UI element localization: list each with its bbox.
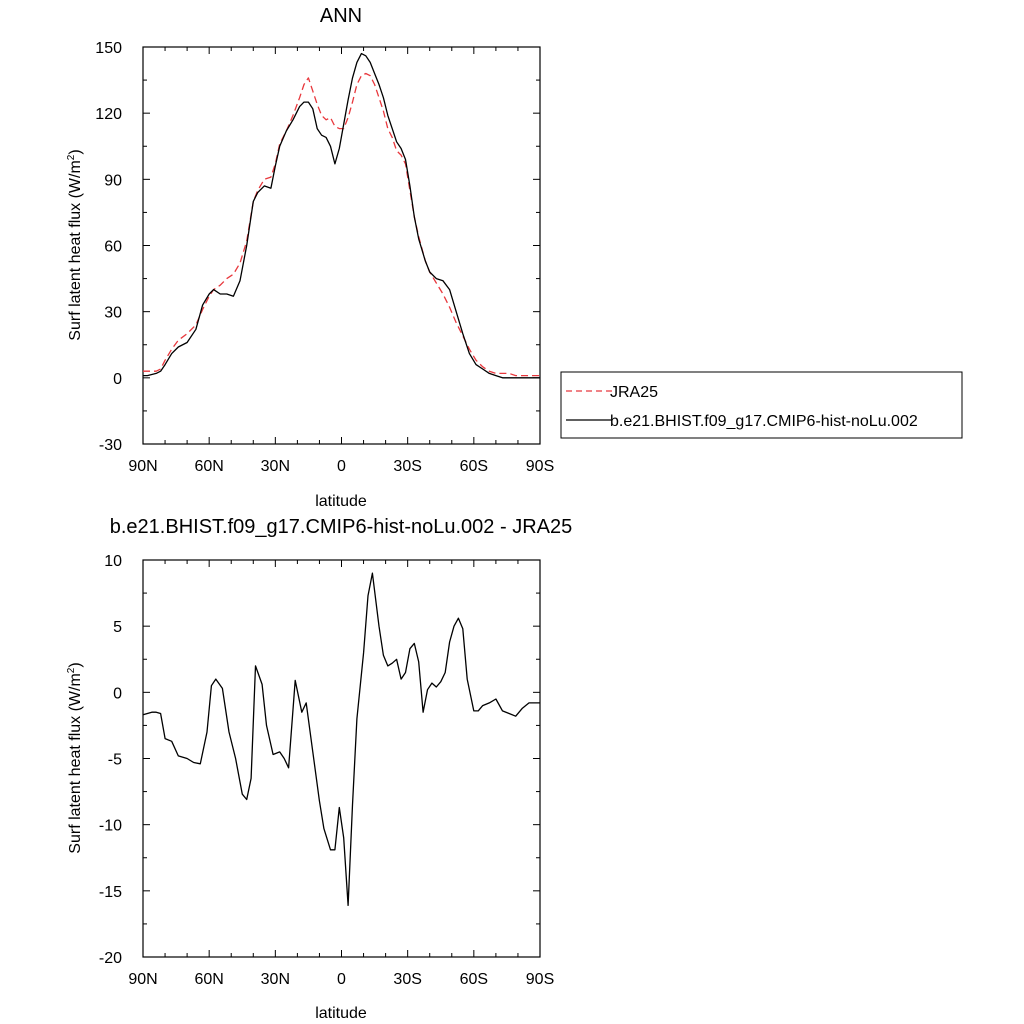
bottom-y-tick-label: 5 <box>113 619 122 636</box>
legend: JRA25 b.e21.BHIST.f09_g17.CMIP6-hist-noL… <box>560 371 963 439</box>
bottom-chart-title: b.e21.BHIST.f09_g17.CMIP6-hist-noLu.002 … <box>110 516 572 538</box>
top-y-tick-label: 150 <box>95 40 122 57</box>
bottom-x-tick-label: 90S <box>526 971 554 988</box>
top-y-tick-label: 90 <box>104 172 122 189</box>
top-panel: ANN 90N 60N 30N 0 30S 60S 90S-300306090120150 … <box>66 5 963 510</box>
top-y-tick-label: 30 <box>104 305 122 322</box>
bottom-axis-ticks: 90N 60N 30N 0 30S 60S 90S -20 -15 -10 -5 0 5 10 <box>99 553 554 988</box>
bottom-y-tick-label: 10 <box>104 553 122 570</box>
bottom-x-tick-label: 60N <box>194 971 223 988</box>
bottom-x-tick-label: 0 <box>337 971 346 988</box>
top-x-tick-label: 60N <box>194 458 223 475</box>
top-x-axis-label: latitude <box>315 493 367 510</box>
top-x-tick-label: 0 <box>337 458 346 475</box>
bottom-y-tick-label: -15 <box>99 884 122 901</box>
top-x-tick-label: 90N <box>128 458 157 475</box>
top-plot-frame <box>142 46 541 445</box>
top-axis-ticks: 90N 60N 30N 0 30S 60S 90S -30 0 30 60 90 120 150 <box>95 40 554 475</box>
top-x-tick-label: 30N <box>261 458 290 475</box>
bottom-y-tick-label: -10 <box>99 818 122 835</box>
bottom-x-tick-label: 30N <box>261 971 290 988</box>
bottom-panel: b.e21.BHIST.f09_g17.CMIP6-hist-noLu.002 … <box>66 516 572 1022</box>
bottom-y-tick-label: 0 <box>113 685 122 702</box>
bottom-series-line-difference <box>142 572 540 907</box>
bottom-y-tick-label: -20 <box>99 950 122 967</box>
top-y-tick-label: 60 <box>104 239 122 256</box>
bottom-y-axis-label: Surf latent heat flux (W/m2) <box>66 662 84 853</box>
top-series-lines <box>143 52 540 379</box>
bottom-series-lines <box>142 572 540 907</box>
top-y-tick-label: 0 <box>113 371 122 388</box>
top-x-tick-label: 60S <box>460 458 488 475</box>
top-x-tick-label: 90S <box>526 458 554 475</box>
bottom-plot-frame <box>142 559 541 958</box>
bottom-x-tick-label: 60S <box>460 971 488 988</box>
bottom-x-tick-label: 90N <box>128 971 157 988</box>
top-chart-title: ANN <box>320 5 362 27</box>
legend-label-jra25: JRA25 <box>610 384 658 401</box>
bottom-x-tick-label: 30S <box>393 971 421 988</box>
top-series-line-model <box>143 52 540 379</box>
top-series-line-jra25 <box>143 72 540 377</box>
bottom-x-axis-label: latitude <box>315 1005 367 1022</box>
legend-box <box>560 371 963 439</box>
top-y-tick-label: -30 <box>99 437 122 454</box>
top-y-axis-label: Surf latent heat flux (W/m2) <box>66 149 84 340</box>
legend-label-model: b.e21.BHIST.f09_g17.CMIP6-hist-noLu.002 <box>610 413 918 430</box>
bottom-y-tick-label: -5 <box>108 752 122 769</box>
top-y-tick-label: 120 <box>95 106 122 123</box>
top-x-tick-label: 30S <box>393 458 421 475</box>
